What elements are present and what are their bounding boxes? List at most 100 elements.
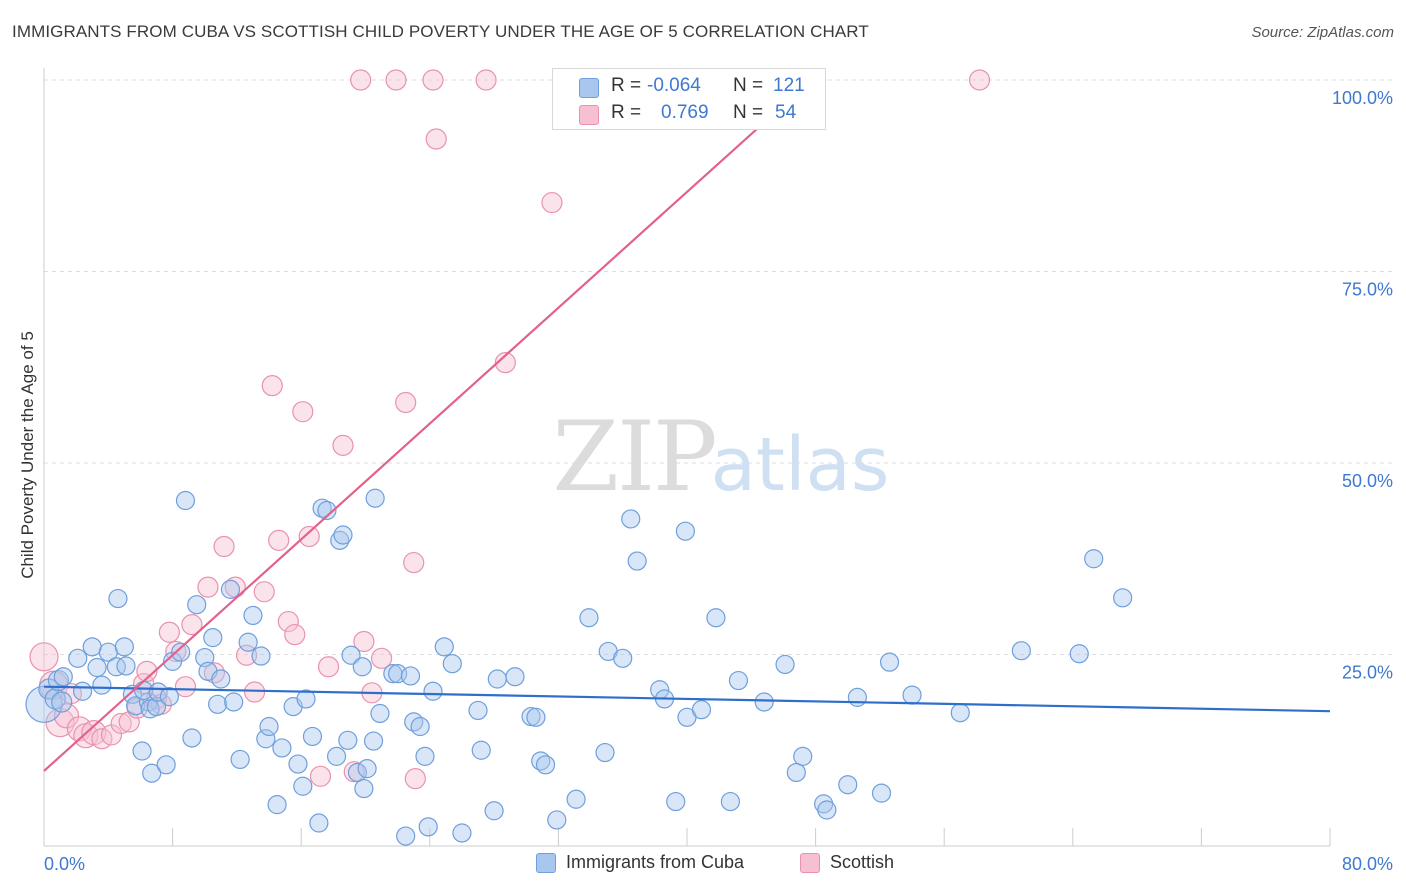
cuba-point bbox=[53, 667, 73, 687]
cuba-trend-line bbox=[43, 685, 1331, 713]
n-value: 54 bbox=[775, 102, 797, 123]
cuba-point bbox=[132, 741, 152, 761]
scottish-point bbox=[541, 191, 563, 214]
cuba-point bbox=[25, 685, 63, 723]
cuba-point bbox=[365, 488, 385, 508]
cuba-point bbox=[82, 637, 102, 657]
cuba-point bbox=[535, 755, 556, 775]
cuba-point bbox=[418, 817, 438, 837]
scottish-point bbox=[136, 660, 158, 682]
scottish-point bbox=[213, 535, 235, 558]
cuba-point bbox=[330, 530, 350, 550]
scottish-point bbox=[350, 69, 372, 91]
cuba-point bbox=[171, 642, 191, 662]
cuba-point bbox=[272, 738, 292, 758]
source-label: Source: ZipAtlas.com bbox=[1251, 24, 1394, 41]
cuba-point bbox=[879, 652, 900, 672]
scottish-point bbox=[968, 69, 991, 91]
watermark-zip: ZIP bbox=[552, 401, 715, 513]
cuba-point bbox=[627, 551, 647, 571]
cuba-point bbox=[87, 657, 107, 678]
axes bbox=[43, 68, 1331, 847]
n-label: N = bbox=[733, 75, 764, 96]
scottish-point bbox=[332, 434, 354, 456]
cuba-point bbox=[902, 685, 922, 705]
legend-item-cuba[interactable]: Immigrants from Cuba bbox=[536, 852, 744, 873]
scottish-point bbox=[353, 630, 375, 653]
r-value: 0.769 bbox=[661, 102, 709, 123]
scottish-point bbox=[298, 525, 320, 548]
n-value: 121 bbox=[773, 75, 805, 96]
cuba-point bbox=[468, 700, 488, 721]
cuba-point bbox=[72, 681, 93, 701]
cuba-point bbox=[175, 490, 196, 511]
cuba-point bbox=[338, 730, 358, 750]
cuba-point bbox=[691, 700, 712, 720]
scottish-point bbox=[494, 352, 516, 374]
cuba-point bbox=[423, 681, 443, 701]
cuba-point bbox=[224, 692, 244, 712]
cuba-point bbox=[487, 669, 507, 689]
scottish-point bbox=[395, 391, 417, 414]
cuba-point bbox=[293, 776, 313, 796]
scottish-point bbox=[425, 128, 447, 150]
legend-swatch-pink bbox=[800, 852, 820, 873]
chart-title: IMMIGRANTS FROM CUBA VS SCOTTISH CHILD P… bbox=[12, 22, 869, 41]
cuba-point bbox=[156, 755, 176, 775]
y-tick-label: 100.0% bbox=[1332, 88, 1393, 108]
y-tick-label: 50.0% bbox=[1342, 471, 1393, 491]
cuba-point bbox=[122, 684, 143, 704]
cuba-point bbox=[471, 740, 491, 760]
cuba-point bbox=[847, 687, 867, 707]
cuba-point bbox=[159, 687, 179, 707]
cuba-point bbox=[251, 646, 271, 666]
cuba-point bbox=[547, 810, 567, 830]
cuba-point bbox=[114, 637, 134, 657]
cuba-point bbox=[613, 648, 633, 668]
cuba-point bbox=[148, 682, 168, 702]
scottish-point bbox=[277, 610, 299, 633]
scottish-point bbox=[404, 767, 426, 790]
cuba-point bbox=[666, 791, 686, 812]
cuba-point bbox=[415, 746, 435, 766]
y-tick-label: 75.0% bbox=[1342, 280, 1393, 300]
cuba-point bbox=[1069, 644, 1089, 664]
r-value: -0.064 bbox=[647, 75, 701, 96]
stats-row-blue: R = -0.064 N = 121 bbox=[553, 75, 827, 101]
cuba-point bbox=[302, 726, 323, 747]
cuba-point bbox=[675, 521, 695, 541]
legend-item-scottish[interactable]: Scottish bbox=[800, 852, 894, 873]
cuba-point bbox=[595, 742, 615, 763]
cuba-point bbox=[396, 826, 416, 846]
cuba-point bbox=[363, 731, 384, 751]
cuba-point bbox=[326, 746, 347, 766]
x-tick-label-max: 80.0% bbox=[1342, 854, 1393, 874]
scottish-point bbox=[422, 69, 444, 91]
cuba-point bbox=[793, 746, 813, 766]
cuba-point bbox=[256, 729, 276, 749]
y-tick-labels: 25.0% 50.0% 75.0% 100.0% bbox=[1332, 88, 1393, 683]
cuba-point bbox=[259, 716, 279, 737]
cuba-point bbox=[354, 778, 374, 799]
cuba-point bbox=[333, 525, 353, 545]
cuba-point bbox=[146, 696, 167, 717]
cuba-point bbox=[621, 509, 641, 529]
scottish-point bbox=[253, 581, 275, 603]
cuba-point bbox=[267, 795, 287, 815]
cuba-point bbox=[238, 632, 258, 652]
cuba-point bbox=[220, 579, 241, 599]
scottish-point bbox=[403, 551, 425, 574]
cuba-point bbox=[484, 801, 504, 821]
cuba-point bbox=[526, 707, 546, 727]
cuba-point bbox=[728, 670, 749, 691]
cuba-point bbox=[775, 654, 795, 675]
scottish-point bbox=[268, 529, 290, 551]
y-axis-label: Child Poverty Under the Age of 5 bbox=[18, 331, 37, 579]
cuba-point bbox=[142, 763, 162, 783]
cuba-point bbox=[1011, 641, 1031, 661]
cuba-point bbox=[452, 823, 472, 843]
cuba-point bbox=[1113, 588, 1133, 608]
scottish-point bbox=[385, 69, 407, 91]
cuba-point bbox=[182, 728, 202, 748]
